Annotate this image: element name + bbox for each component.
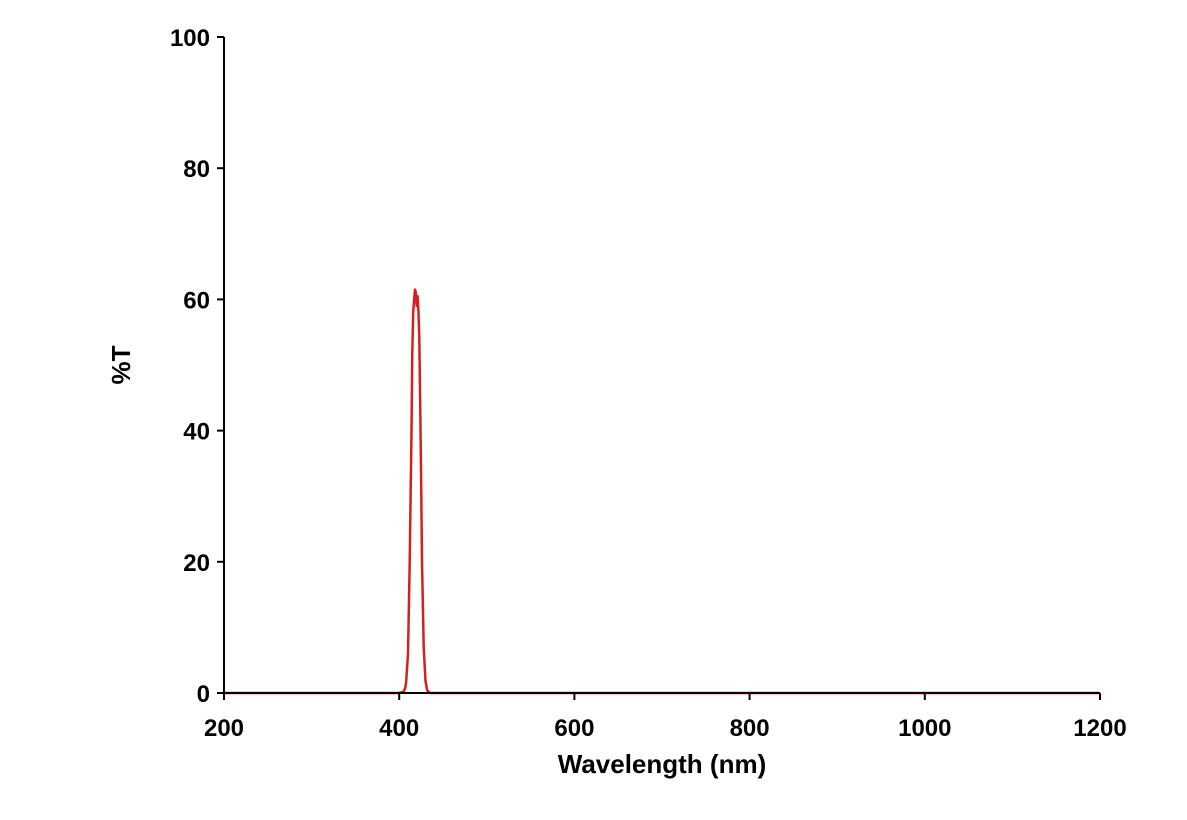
y-tick-label: 20 xyxy=(183,550,210,577)
ticks: 200 400 600 800 1000 1200 0 20 40 60 80 100 xyxy=(170,25,1127,742)
y-tick-label: 100 xyxy=(170,25,210,52)
x-tick-label: 400 xyxy=(379,715,419,742)
x-tick-label: 600 xyxy=(554,715,594,742)
y-tick-label: 40 xyxy=(183,419,210,446)
x-tick-label: 200 xyxy=(204,715,244,742)
x-tick-label: 1200 xyxy=(1073,715,1126,742)
y-axis-title: %T xyxy=(106,345,136,384)
x-axis-title: Wavelength (nm) xyxy=(558,749,766,779)
x-tick-label: 800 xyxy=(730,715,770,742)
y-tick-label: 60 xyxy=(183,287,210,314)
axes xyxy=(223,37,1100,694)
y-tick-label: 0 xyxy=(197,681,210,708)
x-tick-label: 1000 xyxy=(898,715,951,742)
y-tick-label: 80 xyxy=(183,156,210,183)
plot-area xyxy=(224,288,1100,695)
transmission-series-line xyxy=(224,288,1100,695)
